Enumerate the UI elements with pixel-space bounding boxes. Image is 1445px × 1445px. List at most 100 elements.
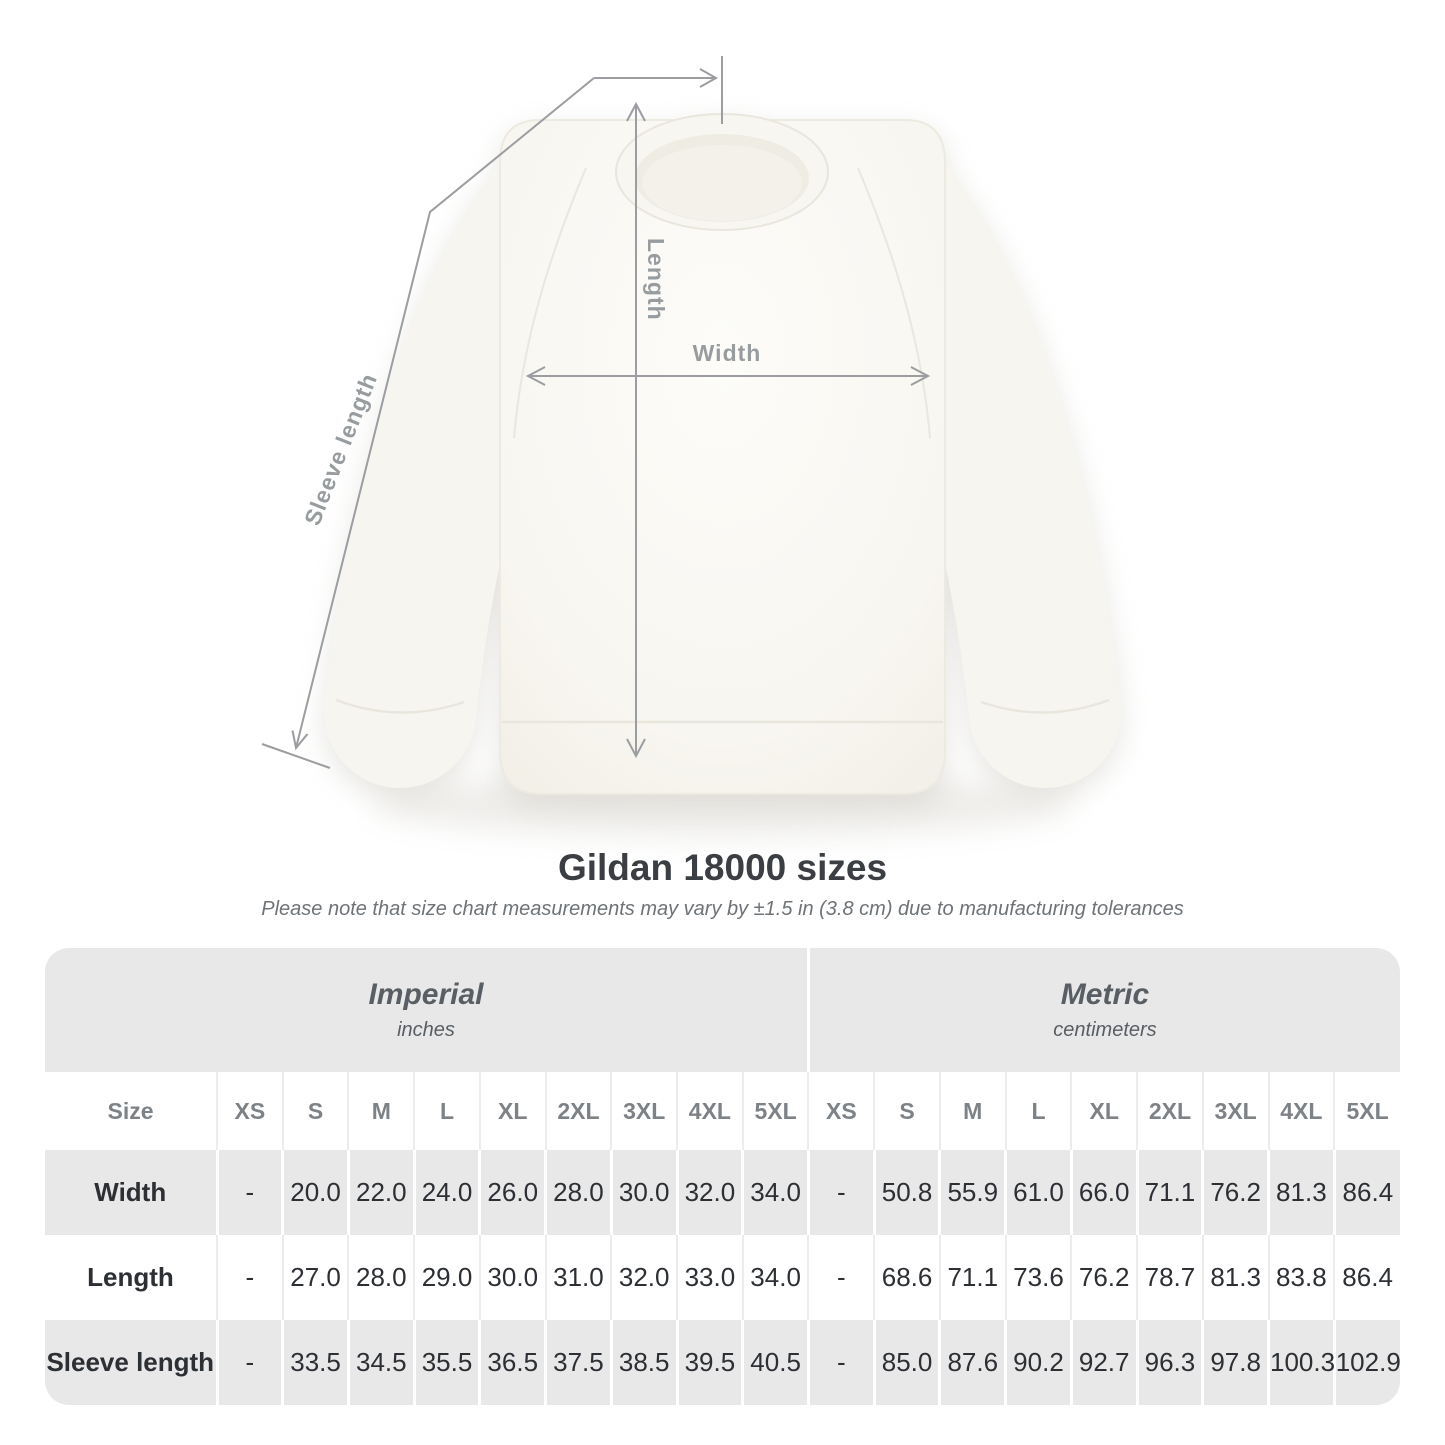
table-cell: 100.3 [1267, 1320, 1335, 1405]
table-cell: 27.0 [281, 1235, 349, 1320]
size-header-cell: 2XL [544, 1072, 612, 1150]
table-cell: 32.0 [610, 1235, 678, 1320]
table-cell: 24.0 [412, 1150, 480, 1235]
table-cell: 31.0 [544, 1235, 612, 1320]
table-cell: 92.7 [1069, 1320, 1138, 1405]
size-header-cell: M [347, 1072, 415, 1150]
imperial-title: Imperial [368, 978, 484, 1011]
sweatshirt-measurement-diagram: Length Width Sleeve length [261, 56, 1121, 837]
row-label-width: Width [45, 1150, 217, 1235]
sleeve-diagonal-line [295, 77, 595, 749]
table-cell: 20.0 [281, 1150, 349, 1235]
table-cell: 29.0 [413, 1235, 480, 1320]
page-subtitle: Please note that size chart measurements… [261, 898, 1184, 920]
table-cell: - [807, 1235, 875, 1320]
size-header-cell: 5XL [1333, 1072, 1400, 1150]
metric-title: Metric [1060, 978, 1150, 1011]
row-label-length: Length [87, 1262, 174, 1292]
table-cell: 86.4 [1333, 1235, 1400, 1320]
table-cell: 66.0 [1069, 1150, 1138, 1235]
size-header-cell: 3XL [610, 1072, 678, 1150]
table-cell: 78.7 [1136, 1235, 1203, 1320]
width-label: Width [693, 340, 762, 366]
table-cell: 102.9 [1332, 1320, 1400, 1405]
size-header-cell: 5XL [741, 1072, 809, 1150]
left-cuff-seam [335, 698, 465, 714]
table-cell: 39.5 [675, 1320, 743, 1405]
size-header-cell: M [938, 1072, 1006, 1150]
table-cell: 34.0 [741, 1150, 809, 1235]
length-row: Length - 27.0 28.0 29.0 30.0 31.0 32.0 3… [45, 1235, 1400, 1320]
size-header-cell: L [1004, 1072, 1072, 1150]
size-header-cell: 2XL [1136, 1072, 1203, 1150]
size-chart-table: Imperial inches Metric centimeters Size … [45, 948, 1400, 1405]
table-cell: 81.3 [1201, 1235, 1269, 1320]
size-header-cell: XL [478, 1072, 546, 1150]
sleeve-arrow-end-icon [291, 730, 309, 751]
garment-body [499, 119, 946, 795]
table-cell: 73.6 [1004, 1235, 1072, 1320]
table-cell: 97.8 [1201, 1320, 1269, 1405]
table-cell: 22.0 [346, 1150, 415, 1235]
imperial-unit: inches [397, 1019, 455, 1041]
size-header-cell: L [413, 1072, 480, 1150]
table-cell: 85.0 [872, 1320, 940, 1405]
table-cell: 34.5 [346, 1320, 415, 1405]
unit-header-row: Imperial inches Metric centimeters [45, 948, 1400, 1072]
sleeve-arrow-right-icon [699, 68, 719, 88]
left-armhole-seam [513, 167, 587, 439]
size-header-cell: XS [807, 1072, 875, 1150]
right-armhole-seam [857, 167, 931, 439]
table-cell: 81.3 [1267, 1150, 1335, 1235]
size-header-row: Size XS S M L XL 2XL 3XL 4XL 5XL XS S M … [45, 1072, 1400, 1150]
size-header-cell: 4XL [676, 1072, 743, 1150]
page-title: Gildan 18000 sizes [557, 847, 888, 888]
table-cell: 68.6 [873, 1235, 940, 1320]
table-cell: 76.2 [1070, 1235, 1138, 1320]
size-header-cell: 4XL [1267, 1072, 1335, 1150]
table-cell: 71.1 [1135, 1150, 1203, 1235]
table-cell: - [215, 1150, 283, 1235]
length-arrow-up-icon [626, 101, 646, 122]
table-cell: 30.0 [609, 1150, 678, 1235]
length-arrow-down-icon [626, 738, 646, 759]
sleeve-end-tick [261, 743, 331, 769]
table-cell: 87.6 [938, 1320, 1006, 1405]
size-header-cell: XS [216, 1072, 283, 1150]
imperial-header: Imperial inches [45, 948, 809, 1072]
row-label-sleeve-length: Sleeve length [45, 1320, 217, 1405]
size-header-cell: S [873, 1072, 940, 1150]
right-cuff-seam [980, 698, 1110, 714]
table-cell: 28.0 [544, 1150, 612, 1235]
table-cell: 34.0 [741, 1235, 809, 1320]
table-cell: 55.9 [938, 1150, 1006, 1235]
length-label: Length [643, 238, 669, 321]
table-cell: 86.4 [1332, 1150, 1400, 1235]
table-cell: 90.2 [1004, 1320, 1072, 1405]
table-cell: 33.5 [281, 1320, 349, 1405]
table-cell: 35.5 [412, 1320, 480, 1405]
table-cell: 76.2 [1201, 1150, 1269, 1235]
table-cell: 33.0 [676, 1235, 743, 1320]
width-arrow-right-icon [910, 366, 931, 386]
table-cell: 40.5 [741, 1320, 809, 1405]
table-cell: 32.0 [675, 1150, 743, 1235]
collar-inner-shade [642, 145, 802, 221]
width-arrow-left-icon [525, 366, 546, 386]
width-row: Width - 20.0 22.0 24.0 26.0 28.0 30.0 32… [45, 1150, 1400, 1235]
table-cell: 50.8 [872, 1150, 940, 1235]
table-cell: 61.0 [1004, 1150, 1072, 1235]
metric-unit: centimeters [1053, 1019, 1157, 1041]
metric-header: Metric centimeters [806, 948, 1400, 1072]
table-cell: - [806, 1320, 875, 1405]
table-cell: 96.3 [1135, 1320, 1203, 1405]
table-cell: 37.5 [544, 1320, 612, 1405]
table-cell: 28.0 [347, 1235, 415, 1320]
sweatshirt-illustration [324, 113, 1121, 795]
table-cell: 26.0 [478, 1150, 546, 1235]
size-header-cell: XL [1070, 1072, 1138, 1150]
table-cell: - [215, 1320, 283, 1405]
table-cell: 38.5 [609, 1320, 678, 1405]
size-column-header: Size [45, 1072, 217, 1150]
